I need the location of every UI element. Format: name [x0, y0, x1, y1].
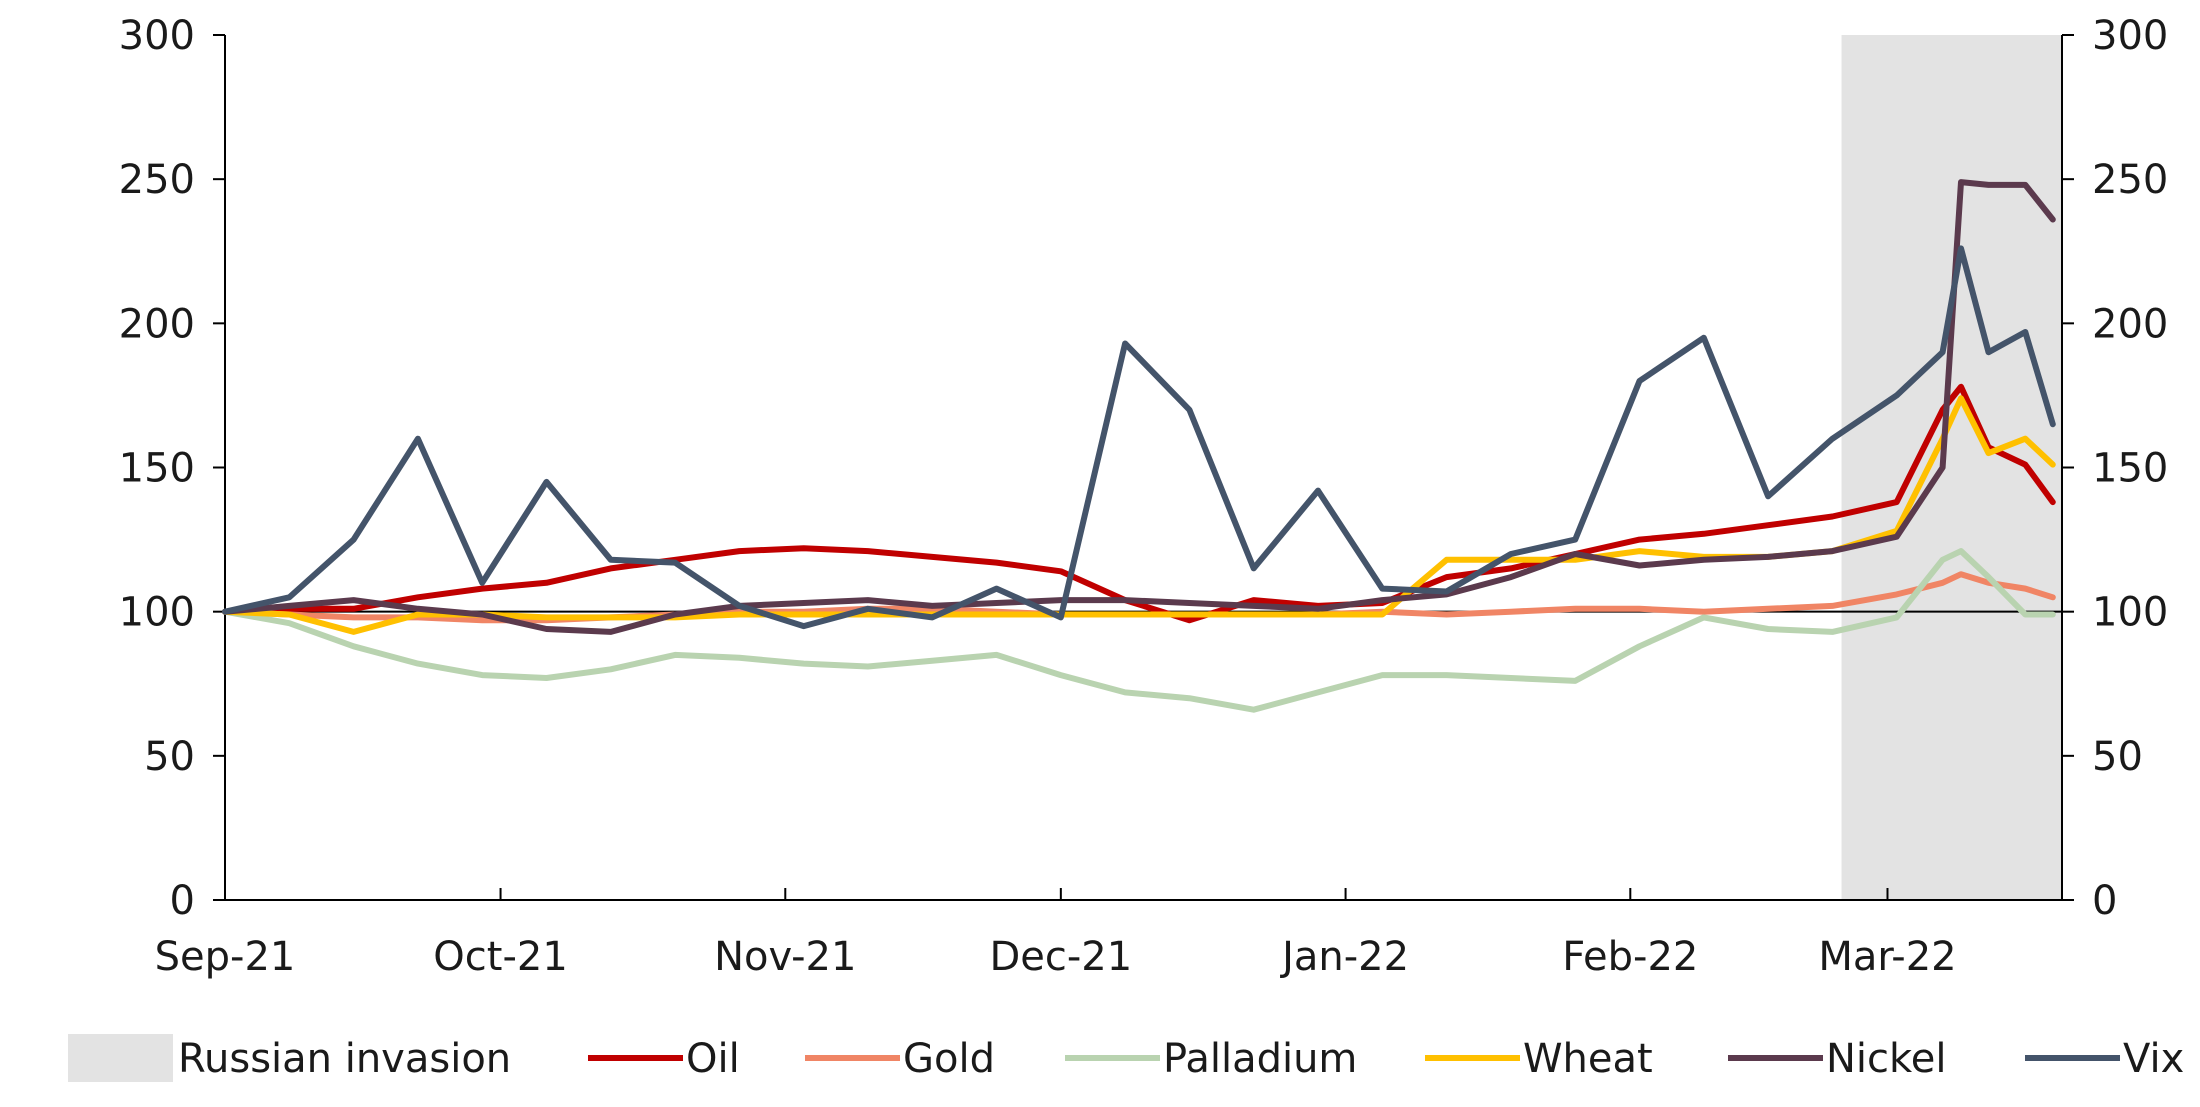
- y-tick-label-right: 0: [2092, 878, 2117, 924]
- x-tick-label: Nov-21: [714, 934, 856, 980]
- legend: Russian invasion Oil Gold Palladium Wheat Nic…: [68, 1034, 2184, 1082]
- y-tick-label-left: 250: [119, 157, 195, 203]
- y-tick-label-left: 100: [119, 590, 195, 636]
- series-line-vix: [222, 245, 2056, 630]
- x-tick-label: Mar-22: [1818, 934, 1956, 980]
- x-tick-label: Feb-22: [1562, 934, 1698, 980]
- y-tick-label-right: 250: [2092, 157, 2168, 203]
- legend-label-oil: Oil: [686, 1036, 740, 1082]
- tick-labels-layer: 0 0 50 50 100 100 150 150 200 200 250 250 300 300 Sep-…: [119, 13, 2169, 980]
- x-tick-label: Oct-21: [433, 934, 568, 980]
- axes-layer: [213, 34, 2074, 901]
- y-tick-label-right: 300: [2092, 13, 2168, 59]
- legend-label-nickel: Nickel: [1826, 1036, 1947, 1082]
- series-line-palladium: [222, 548, 2056, 713]
- legend-label-vix: Vix: [2123, 1036, 2184, 1082]
- legend-swatch-shaded: [68, 1034, 173, 1082]
- y-tick-label-left: 200: [119, 301, 195, 347]
- y-tick-label-right: 50: [2092, 734, 2143, 780]
- x-tick-label: Sep-21: [155, 934, 296, 980]
- legend-label-wheat: Wheat: [1523, 1036, 1653, 1082]
- legend-label-gold: Gold: [903, 1036, 995, 1082]
- y-tick-label-right: 200: [2092, 301, 2168, 347]
- x-tick-label: Jan-22: [1279, 934, 1409, 980]
- y-tick-label-left: 300: [119, 13, 195, 59]
- legend-label-palladium: Palladium: [1163, 1036, 1357, 1082]
- y-tick-label-left: 50: [144, 734, 195, 780]
- series-line-nickel: [222, 179, 2056, 635]
- y-tick-label-left: 0: [170, 878, 195, 924]
- y-tick-label-right: 150: [2092, 446, 2168, 492]
- series-line-wheat: [222, 395, 2056, 635]
- x-tick-label: Dec-21: [989, 934, 1132, 980]
- legend-label-shaded: Russian invasion: [178, 1036, 511, 1082]
- y-tick-label-left: 150: [119, 446, 195, 492]
- series-line-oil: [222, 383, 2056, 624]
- y-tick-label-right: 100: [2092, 590, 2168, 636]
- series-layer: [222, 179, 2056, 713]
